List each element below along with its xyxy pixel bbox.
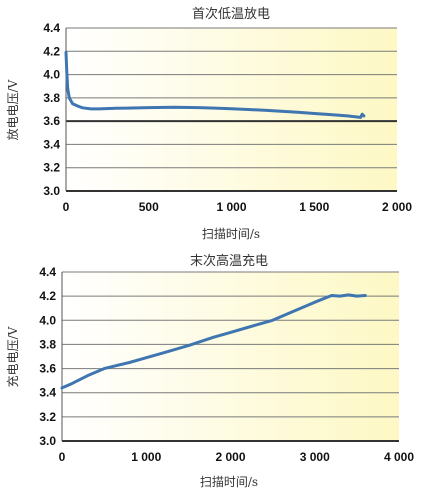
x-tick-label: 0: [63, 200, 70, 214]
x-tick-labels: 0 1 000 2 000 3 000 4 000: [59, 450, 415, 464]
y-tick-label: 3.8: [39, 337, 56, 351]
chart-title: 首次低温放电: [192, 6, 270, 22]
x-tick-label: 500: [139, 200, 159, 214]
y-tick-label: 3.4: [39, 386, 56, 400]
y-tick-label: 3.0: [39, 434, 56, 448]
y-tick-label: 4.0: [39, 313, 56, 327]
y-tick-label: 3.2: [43, 161, 60, 175]
x-tick-label: 2 000: [215, 450, 245, 464]
plot-background: [62, 272, 399, 441]
y-tick-label: 3.6: [39, 362, 56, 376]
x-axis-label: 扫描时间/s: [200, 475, 258, 489]
series-layer: [64, 50, 366, 119]
x-tick-label: 3 000: [300, 450, 330, 464]
x-tick-label: 1 000: [131, 450, 161, 464]
y-tick-label: 3.0: [43, 184, 60, 198]
y-tick-labels: 3.0 3.2 3.4 3.6 3.8 4.0 4.2 4.4: [39, 265, 56, 448]
y-tick-label: 4.4: [39, 265, 56, 279]
series-layer: [60, 293, 367, 390]
x-tick-label: 4 000: [384, 450, 414, 464]
y-tick-label: 4.2: [39, 289, 56, 303]
y-tick-label: 4.2: [43, 44, 60, 58]
y-axis-label: 充电电压/V: [5, 326, 20, 387]
x-tick-label: 0: [59, 450, 66, 464]
voltage-series-line: [60, 293, 367, 390]
x-tick-label: 1 000: [216, 200, 246, 214]
x-axis-label: 扫描时间/s: [202, 227, 260, 241]
voltage-series-line: [64, 50, 366, 119]
y-tick-label: 3.6: [43, 114, 60, 128]
y-tick-labels: 3.0 3.2 3.4 3.6 3.8 4.0 4.2 4.4: [43, 21, 60, 198]
y-tick-label: 4.4: [43, 21, 60, 35]
y-axis-label: 放电电压/V: [5, 79, 20, 140]
y-tick-label: 4.0: [43, 68, 60, 82]
y-tick-label: 3.4: [43, 137, 60, 151]
x-tick-labels: 0 500 1 000 1 500 2 000: [63, 200, 413, 214]
charge-chart: 3.0 3.2 3.4 3.6 3.8 4.0 4.2 4.4 0 1 000 2 000 3 00…: [5, 253, 415, 489]
grid-lines: [61, 271, 399, 442]
discharge-chart: 3.0 3.2 3.4 3.6 3.8 4.0 4.2 4.4 0 500 1 000 1 500 2…: [5, 6, 413, 241]
y-tick-label: 3.8: [43, 91, 60, 105]
y-tick-label: 3.2: [39, 410, 56, 424]
x-tick-label: 2 000: [382, 200, 412, 214]
x-tick-label: 1 500: [299, 200, 329, 214]
chart-title: 末次高温充电: [190, 253, 268, 269]
